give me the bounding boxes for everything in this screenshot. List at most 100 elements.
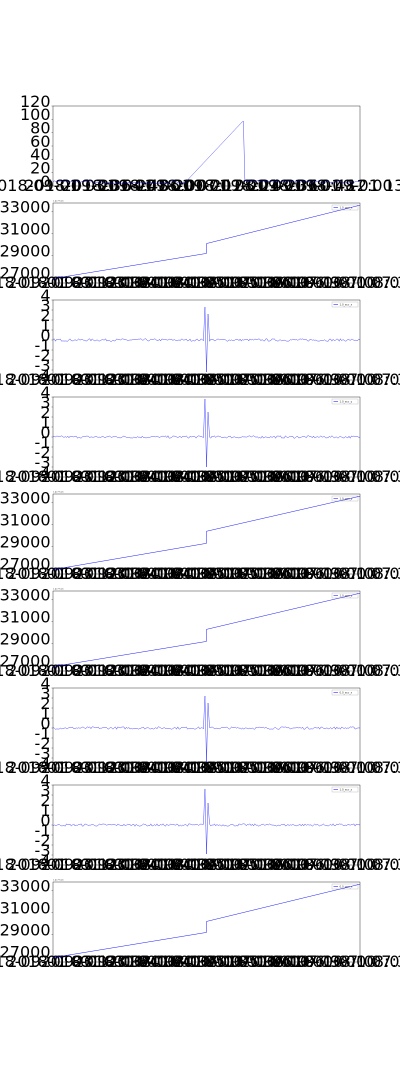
- y-tick-label: 120: [20, 92, 51, 111]
- y-tick-label: 3: [40, 684, 50, 703]
- y-tick-label: 4: [40, 771, 50, 790]
- x-tick-label: 2018-09-01 06:38:00: [207, 661, 377, 680]
- axis-offset-label: 1.4e7+4.6: [53, 879, 64, 882]
- legend-box: [331, 592, 359, 599]
- y-tick-label: 3: [40, 781, 50, 800]
- y-tick-label: -1: [35, 433, 51, 452]
- x-tick-label: 2018-09-01 06:38:00: [207, 855, 377, 874]
- y-tick-label: -2: [35, 831, 51, 850]
- x-tick-label: 2018-09-01 04:36:00: [74, 273, 244, 292]
- y-tick-label: 31000: [0, 510, 51, 529]
- y-tick-label: -1: [35, 336, 51, 355]
- x-tick-label: 2018-09-01 06:07:00: [173, 370, 343, 389]
- y-tick-label: 29000: [0, 532, 51, 551]
- y-tick-label: 4: [40, 383, 50, 402]
- y-tick-label: -4: [35, 851, 51, 870]
- x-tick-label: 2018-09-01 03:38:00: [7, 564, 177, 583]
- y-tick-label: 0: [40, 811, 50, 830]
- y-tick-label: -3: [35, 744, 51, 763]
- y-tick-label: 31000: [0, 607, 51, 626]
- axis-offset-label: 1.4e7+4.6: [53, 491, 64, 494]
- x-tick-label: 2018-09-01 06:38:00: [207, 758, 377, 777]
- x-tick-label: 2018-09-01 06:38:00: [207, 370, 377, 389]
- legend-label: 0.0_acc_x: [340, 691, 353, 695]
- x-tick-label: 2018-09-01 07:36:00: [273, 758, 400, 777]
- chart-panel-2: 270002900031000330002018-09-01 03:12:002…: [0, 198, 400, 292]
- legend-box: [331, 786, 359, 793]
- x-tick-label: 2018-09-01 07:08:00: [240, 273, 400, 292]
- legend-box: [331, 883, 359, 890]
- series-line: [52, 695, 361, 763]
- series-line: [52, 788, 361, 855]
- y-tick-label: -3: [35, 453, 51, 472]
- series-line: [52, 204, 361, 279]
- chart-panel-9: 270002900031000330002018-09-01 03:12:002…: [0, 877, 400, 971]
- series-line: [52, 120, 361, 185]
- x-tick-label: 2018-09-01 07:36:00: [273, 273, 400, 292]
- x-tick-label: 2018-09-01 05:36:00: [140, 855, 310, 874]
- y-tick-label: 2: [40, 403, 50, 422]
- y-tick-label: 60: [30, 132, 50, 151]
- x-tick-label: 2018-09-01 06:38:00: [207, 952, 377, 971]
- legend-box: [331, 689, 359, 696]
- x-tick-label: 2018-09-01 03:38:00: [7, 855, 177, 874]
- legend-label: 1.0_gps_y: [340, 497, 353, 501]
- y-tick-label: -3: [35, 356, 51, 375]
- series-line: [52, 883, 361, 958]
- y-tick-label: 27000: [0, 651, 51, 670]
- x-tick-label: 2018-09-01 06:07:00: [173, 758, 343, 777]
- x-tick-label: 2018-09-01 09:36: [174, 176, 318, 195]
- x-tick-label: 2018-09-01 04:08:00: [40, 273, 210, 292]
- x-tick-label: 2018-09-01 04:08:00: [40, 467, 210, 486]
- x-tick-label: 2018-09-01 06:07:00: [173, 273, 343, 292]
- x-tick-label: 2018-09-01 04:48: [24, 176, 168, 195]
- y-tick-label: -2: [35, 346, 51, 365]
- x-tick-label: 2018-09-01 06:07:00: [173, 855, 343, 874]
- y-tick-label: 0: [40, 714, 50, 733]
- y-tick-label: 40: [30, 145, 50, 164]
- series-line: [52, 592, 361, 667]
- x-tick-label: 2018-09-01 03:12:00: [0, 855, 144, 874]
- y-tick-label: 0: [40, 172, 50, 191]
- y-tick-label: 27000: [0, 942, 51, 961]
- x-tick-label: 2018-09-01 05:07:00: [107, 758, 277, 777]
- y-tick-label: 3: [40, 393, 50, 412]
- x-tick-label: 2018-09-01 04:36:00: [74, 758, 244, 777]
- x-tick-label: 2018-09-01 07:08:00: [240, 952, 400, 971]
- x-tick-label: 2018-09-01 04:08:00: [40, 952, 210, 971]
- x-tick-label: 2018-09-01 07:08:00: [240, 661, 400, 680]
- x-tick-label: 2018-09-01 03:12:00: [0, 273, 144, 292]
- series-line: [52, 495, 361, 570]
- legend-label: 1.0_gps_x: [340, 206, 353, 210]
- y-tick-label: 80: [30, 118, 50, 137]
- x-tick-label: 2018-09-01 03:12:00: [0, 952, 144, 971]
- legend-label: 0.0_gps_x: [340, 885, 353, 889]
- x-tick-label: 2018-09-01 10:48: [211, 176, 355, 195]
- y-tick-label: 2: [40, 791, 50, 810]
- x-tick-label: 2018-09-01 05:36:00: [140, 273, 310, 292]
- x-tick-label: 2018-09-01 03:38:00: [7, 467, 177, 486]
- x-tick-label: 2018-09-01 03:12:00: [0, 661, 144, 680]
- x-tick-label: 2018-09-01 06:07:00: [173, 952, 343, 971]
- x-tick-label: 2018-09-01 04:08:00: [40, 855, 210, 874]
- plot-frame: [52, 105, 361, 187]
- x-tick-label: 2018-09-01 07:08:00: [240, 758, 400, 777]
- x-tick-label: 2018-09-01 08:24: [136, 176, 280, 195]
- y-tick-label: 33000: [0, 877, 51, 896]
- y-tick-label: 3: [40, 296, 50, 315]
- x-tick-label: 2018-09-01 06:00: [62, 176, 206, 195]
- legend-label: 1.0_gps_z: [340, 594, 353, 598]
- x-tick-label: 2018-09-01 05:07:00: [107, 564, 277, 583]
- chart-panel-5: 270002900031000330002018-09-01 03:12:002…: [0, 489, 400, 583]
- y-tick-label: 29000: [0, 920, 51, 939]
- x-tick-label: 2018-09-01 03:12:00: [0, 467, 144, 486]
- x-tick-label: 2018-09-01 07:36:00: [273, 952, 400, 971]
- x-tick-label: 2018-09-01 07:36:00: [273, 467, 400, 486]
- y-tick-label: 4: [40, 674, 50, 693]
- x-tick-label: 2018-09-01 07:08:00: [240, 370, 400, 389]
- x-tick-label: 2018-09-01 05:36:00: [140, 758, 310, 777]
- y-tick-label: 20: [30, 158, 50, 177]
- y-tick-label: 27000: [0, 263, 51, 282]
- chart-panel-6: 270002900031000330002018-09-01 03:12:002…: [0, 586, 400, 680]
